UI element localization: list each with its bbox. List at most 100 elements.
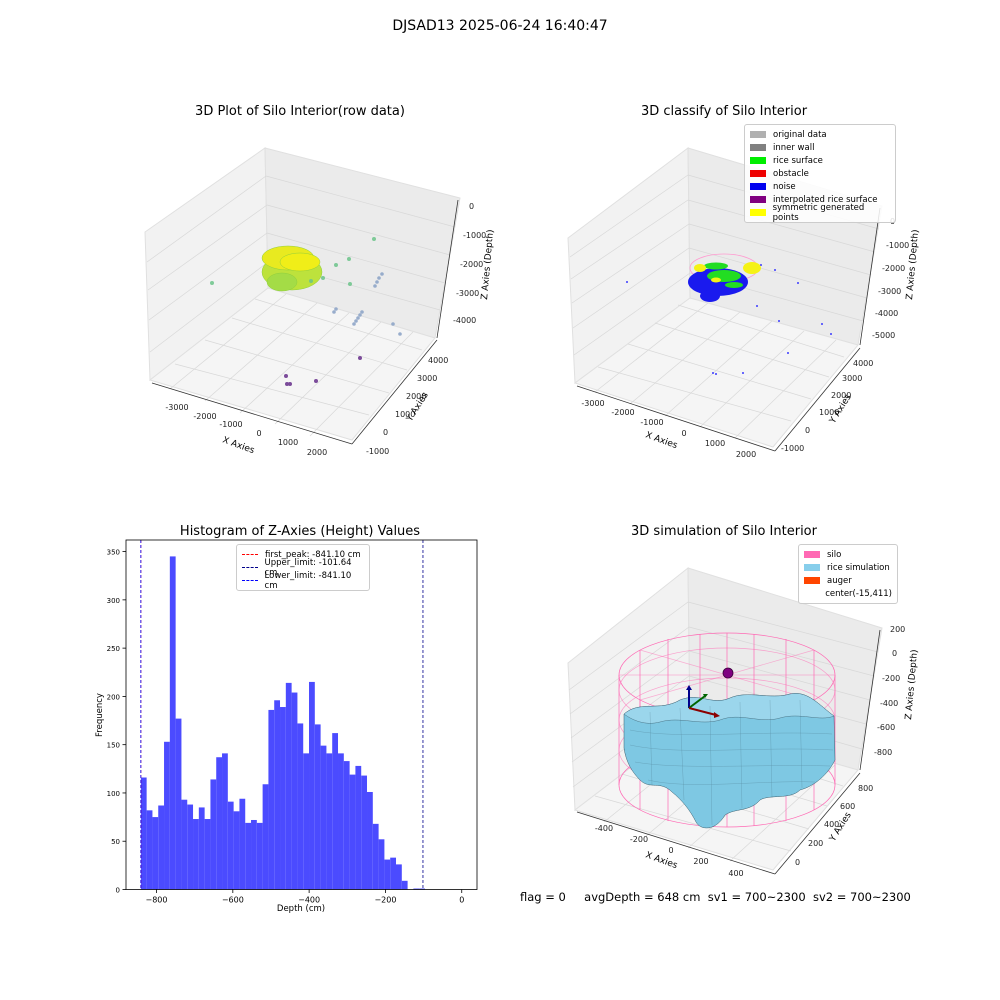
panel2-ztick: -1000: [886, 241, 909, 250]
legend-label: original data: [773, 129, 827, 140]
histogram-bar: [175, 718, 182, 890]
legend-label: auger: [827, 575, 852, 586]
legend-label: rice surface: [773, 155, 823, 166]
histogram-bar: [274, 700, 281, 890]
panel2-ytick: 0: [805, 426, 810, 435]
panel2-rice-cluster: [704, 262, 743, 288]
legend-swatch: [750, 131, 766, 138]
rice-surface-top: [623, 693, 835, 724]
panel4-xlabel: X Axies: [644, 850, 679, 871]
panel1-ytick: 4000: [428, 356, 448, 365]
panel2-ztick: -4000: [875, 309, 898, 318]
flag-text: flag = 0: [520, 890, 566, 904]
panel1-ztick: -1000: [463, 231, 486, 240]
panel1-scatter-purple: [284, 356, 362, 386]
panel1-xtick: -3000: [165, 403, 188, 412]
histogram-bar: [378, 839, 385, 890]
panel4-xtick: 0: [668, 846, 673, 855]
histogram-bar: [210, 779, 217, 890]
panel4-ytick: 0: [795, 858, 800, 867]
histogram-ylabel: Frequency: [95, 693, 105, 737]
panel2-title: 3D classify of Silo Interior: [640, 104, 808, 119]
histogram-ytick-label: 200: [107, 693, 120, 701]
histogram-bar: [291, 692, 298, 890]
histogram-bar: [320, 745, 327, 890]
panel4-xtick: -200: [630, 835, 648, 844]
histogram-bars: [140, 556, 425, 890]
panel3-histogram: −800 −600 −400 −200 0 050100150200250300350 …: [95, 539, 478, 914]
panel4-ytick: 600: [840, 802, 855, 811]
panel2-floor: [573, 297, 859, 448]
panel1-xtick: -1000: [219, 420, 242, 429]
histogram-xtick-label: −800: [146, 896, 168, 905]
panel1-ztick: -2000: [460, 260, 483, 269]
legend-label: symmetric generated points: [772, 202, 865, 223]
auger-arrows: [686, 685, 720, 718]
legend-swatch: [804, 551, 820, 558]
legend-item: first_peak: -841.10 cm: [242, 548, 364, 561]
panel2-ytick: 4000: [853, 359, 873, 368]
legend-item: obstacle: [750, 167, 890, 180]
panel2-ytick: 2000: [831, 391, 851, 400]
panel3-legend: first_peak: -841.10 cm Upper_limit: -101…: [236, 544, 370, 591]
histogram-bar: [239, 798, 246, 890]
panel2-points: [626, 253, 832, 375]
panel4-ytick: 400: [824, 820, 839, 829]
histogram-bar: [303, 753, 310, 890]
panel2-ytick: -1000: [781, 444, 804, 453]
histogram-bar: [187, 804, 194, 890]
histogram-bar: [158, 805, 165, 890]
legend-item: rice simulation: [804, 561, 892, 574]
legend-line: [242, 580, 258, 581]
histogram-bar: [413, 888, 420, 890]
legend-item: original data: [750, 128, 890, 141]
center-marker: [722, 667, 734, 679]
histogram-bar: [401, 880, 408, 890]
panel1-ztick: 0: [469, 202, 474, 211]
panel1-floor: [148, 287, 436, 441]
sv2-text: sv2 = 700~2300: [812, 890, 911, 904]
panel2-ytick: 1000: [819, 408, 839, 417]
legend-item: symmetric generated points: [750, 203, 890, 223]
panel2-xtick: -1000: [640, 418, 663, 427]
histogram-yticks: 0 50 100 150 200 250 300 350: [107, 549, 126, 895]
histogram-bar: [361, 775, 368, 890]
panel2-zlabel: Z Axies (Depth): [905, 229, 921, 300]
histogram-bar: [297, 723, 304, 890]
panel4-ytick: 800: [858, 784, 873, 793]
legend-item: rice surface: [750, 154, 890, 167]
panel2-symmetric-cluster: [694, 262, 761, 283]
panel1-xtick: 0: [256, 429, 261, 438]
legend-item: silo: [804, 548, 892, 561]
panel4-ytick: 200: [808, 839, 823, 848]
panel4-ztick: -600: [877, 723, 895, 732]
histogram-ytick-label: 150: [107, 742, 120, 750]
panel1-xtick: -2000: [193, 412, 216, 421]
legend-item: auger: [804, 574, 892, 587]
legend-item: Lower_limit: -841.10 cm: [242, 571, 364, 591]
histogram-bar: [396, 864, 402, 890]
histogram-bar: [164, 741, 170, 890]
panel2-legend: original data inner wall rice surface ob…: [744, 124, 896, 223]
histogram-xticks: −800 −600 −400 −200 0: [146, 889, 464, 905]
panel4-xtick: 400: [728, 869, 743, 878]
legend-swatch: [750, 144, 766, 151]
histogram-bar: [384, 859, 391, 890]
histogram-bar: [280, 707, 286, 890]
panel2-xtick: 2000: [736, 450, 756, 459]
histogram-bar: [222, 753, 228, 890]
panel1-ytick: -1000: [366, 447, 389, 456]
panel4-ztick: 0: [892, 649, 897, 658]
panel2-xtick: -3000: [581, 399, 604, 408]
histogram-bar: [355, 765, 362, 890]
histogram-bar: [140, 777, 147, 890]
histogram-xtick-label: −200: [374, 896, 396, 905]
rice-surface-mesh: [629, 699, 834, 826]
histogram-bar: [338, 753, 344, 890]
panel2-axes: [576, 207, 881, 452]
legend-swatch: [750, 196, 766, 203]
histogram-bar: [314, 724, 321, 890]
panel4-ztick: -400: [880, 699, 898, 708]
panel2-ztick: -3000: [878, 287, 901, 296]
panel4-axes: [576, 629, 881, 875]
